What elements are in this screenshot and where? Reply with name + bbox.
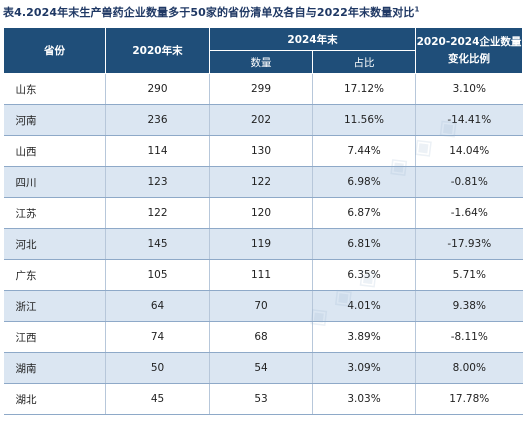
cell-2020: 236 — [105, 104, 210, 136]
cell-change: 3.10% — [415, 73, 523, 105]
cell-2024-count: 119 — [209, 228, 313, 260]
caption-text: 2024年末生产兽药企业数量多于50家的省份清单及各自与2022年末数量对比 — [26, 6, 415, 19]
cell-change: -17.93% — [415, 228, 523, 260]
cell-province: 江苏 — [3, 197, 106, 229]
cell-province: 四川 — [3, 166, 106, 198]
cell-province: 河北 — [3, 228, 106, 260]
cell-change: 14.04% — [415, 135, 523, 167]
table-row: 山东 290 299 17.12% 3.10% — [3, 73, 523, 105]
cell-2024-count: 202 — [209, 104, 313, 136]
cell-2024-share: 6.87% — [312, 197, 417, 229]
cell-change: -8.11% — [415, 321, 523, 353]
cell-province: 河南 — [3, 104, 106, 136]
cell-2020: 145 — [105, 228, 210, 260]
table-row: 湖南 50 54 3.09% 8.00% — [3, 352, 523, 384]
cell-province: 湖北 — [3, 383, 106, 415]
cell-2024-count: 299 — [209, 73, 313, 105]
province-table-container: 省份 2020年末 2024年末 2020-2024企业数量变化比例 数量 占比… — [3, 27, 524, 415]
cell-2024-share: 3.89% — [312, 321, 417, 353]
cell-2024-share: 6.98% — [312, 166, 417, 198]
table-row: 江西 74 68 3.89% -8.11% — [3, 321, 523, 353]
cell-2024-share: 7.44% — [312, 135, 417, 167]
cell-2020: 45 — [105, 383, 210, 415]
table-caption: 表4.2024年末生产兽药企业数量多于50家的省份清单及各自与2022年末数量对… — [3, 4, 419, 20]
table-body: 山东 290 299 17.12% 3.10% 河南 236 202 11.56% -14.41%… — [3, 73, 523, 415]
cell-province: 江西 — [3, 321, 106, 353]
cell-2020: 123 — [105, 166, 210, 198]
caption-label: 表4. — [3, 6, 27, 19]
cell-province: 湖南 — [3, 352, 106, 384]
cell-2024-share: 6.81% — [312, 228, 417, 260]
cell-change: -1.64% — [415, 197, 523, 229]
table-row: 山西 114 130 7.44% 14.04% — [3, 135, 523, 167]
cell-change: -0.81% — [415, 166, 523, 198]
cell-province: 广东 — [3, 259, 106, 291]
cell-2020: 290 — [105, 73, 210, 105]
cell-2024-share: 11.56% — [312, 104, 417, 136]
cell-2020: 122 — [105, 197, 210, 229]
cell-2024-count: 120 — [209, 197, 313, 229]
cell-2024-share: 17.12% — [312, 73, 417, 105]
table-row: 河南 236 202 11.56% -14.41% — [3, 104, 523, 136]
cell-2020: 50 — [105, 352, 210, 384]
cell-change: -14.41% — [415, 104, 523, 136]
table-row: 四川 123 122 6.98% -0.81% — [3, 166, 523, 198]
cell-2020: 105 — [105, 259, 210, 291]
table-row: 广东 105 111 6.35% 5.71% — [3, 259, 523, 291]
table-row: 浙江 64 70 4.01% 9.38% — [3, 290, 523, 322]
header-2020: 2020年末 — [105, 27, 210, 74]
cell-2024-share: 6.35% — [312, 259, 417, 291]
cell-change: 17.78% — [415, 383, 523, 415]
cell-province: 山西 — [3, 135, 106, 167]
cell-2024-count: 53 — [209, 383, 313, 415]
cell-2024-share: 3.03% — [312, 383, 417, 415]
cell-2024-share: 4.01% — [312, 290, 417, 322]
table-row: 江苏 122 120 6.87% -1.64% — [3, 197, 523, 229]
table-row: 湖北 45 53 3.03% 17.78% — [3, 383, 523, 415]
cell-province: 山东 — [3, 73, 106, 105]
cell-2024-count: 122 — [209, 166, 313, 198]
cell-change: 8.00% — [415, 352, 523, 384]
caption-footnote: 1 — [414, 5, 420, 14]
header-change: 2020-2024企业数量变化比例 — [415, 27, 524, 74]
cell-2024-count: 130 — [209, 135, 313, 167]
cell-2024-count: 54 — [209, 352, 313, 384]
cell-change: 5.71% — [415, 259, 523, 291]
cell-2020: 64 — [105, 290, 210, 322]
header-2024-count: 数量 — [209, 50, 313, 74]
cell-2020: 74 — [105, 321, 210, 353]
cell-2024-share: 3.09% — [312, 352, 417, 384]
cell-2024-count: 68 — [209, 321, 313, 353]
header-2024-share: 占比 — [311, 50, 417, 74]
header-2024: 2024年末 — [208, 27, 417, 51]
cell-change: 9.38% — [415, 290, 523, 322]
cell-province: 浙江 — [3, 290, 106, 322]
province-table: 省份 2020年末 2024年末 2020-2024企业数量变化比例 数量 占比… — [3, 27, 524, 415]
table-row: 河北 145 119 6.81% -17.93% — [3, 228, 523, 260]
cell-2024-count: 111 — [209, 259, 313, 291]
cell-2020: 114 — [105, 135, 210, 167]
cell-2024-count: 70 — [209, 290, 313, 322]
header-province: 省份 — [3, 27, 106, 74]
